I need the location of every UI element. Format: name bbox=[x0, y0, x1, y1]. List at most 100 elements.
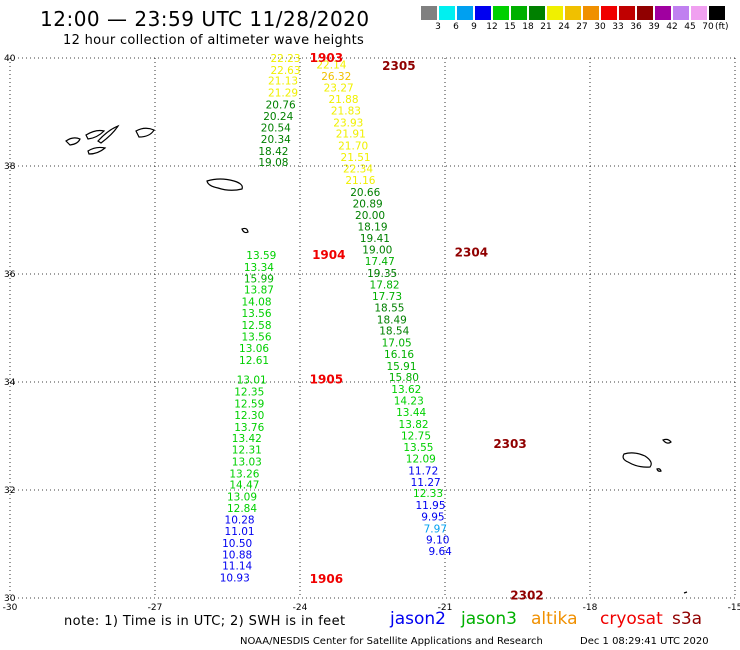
swh-value: 12.09 bbox=[406, 454, 436, 466]
swh-value: 13.42 bbox=[232, 433, 262, 445]
swh-value: 17.82 bbox=[370, 279, 400, 291]
swh-value: 13.59 bbox=[246, 250, 276, 262]
swh-value: 18.19 bbox=[357, 221, 387, 233]
swh-value: 20.89 bbox=[353, 198, 383, 210]
swh-value: 20.54 bbox=[261, 123, 291, 135]
swh-value: 13.76 bbox=[234, 422, 264, 434]
lat-tick-label: 38 bbox=[4, 162, 16, 172]
swh-value: 21.51 bbox=[341, 152, 371, 164]
color-scale-label: 70 bbox=[702, 22, 714, 32]
swh-value: 11.95 bbox=[415, 500, 445, 512]
swh-value: 13.34 bbox=[244, 262, 274, 274]
swh-value: 15.91 bbox=[386, 361, 416, 373]
pass-time-label: 1904 bbox=[312, 248, 345, 262]
island-outline bbox=[622, 452, 652, 468]
color-swatch bbox=[565, 6, 581, 20]
swh-value: 13.55 bbox=[403, 442, 433, 454]
lon-tick-label: -15 bbox=[728, 603, 740, 613]
pass-time-label: 2305 bbox=[382, 59, 415, 73]
swh-value: 13.01 bbox=[237, 374, 267, 386]
swh-value: 11.27 bbox=[411, 477, 441, 489]
track-1903: 22.2322.6321.1321.2920.7620.2420.5420.34… bbox=[258, 53, 300, 169]
color-scale-label: 9 bbox=[471, 22, 477, 32]
color-scale-label: 18 bbox=[522, 22, 534, 32]
color-swatch bbox=[475, 6, 491, 20]
island-outline bbox=[87, 146, 107, 155]
swh-value: 12.61 bbox=[239, 355, 269, 367]
swh-value: 12.33 bbox=[413, 488, 443, 500]
swh-value: 18.49 bbox=[377, 314, 407, 326]
color-swatch bbox=[619, 6, 635, 20]
swh-value: 22.34 bbox=[343, 164, 373, 176]
island-outline bbox=[683, 591, 688, 594]
note-text: note: 1) Time is in UTC; 2) SWH is in fe… bbox=[64, 614, 346, 629]
swh-value: 13.06 bbox=[239, 343, 269, 355]
swh-value: 20.00 bbox=[355, 210, 385, 222]
satellite-name-altika: altika bbox=[531, 609, 578, 629]
swh-value: 17.05 bbox=[382, 338, 412, 350]
color-scale-label: 12 bbox=[486, 22, 498, 32]
pass-time-label: 2302 bbox=[510, 588, 543, 602]
lat-tick-label: 36 bbox=[4, 270, 16, 280]
lon-tick-label: -21 bbox=[438, 603, 453, 613]
swh-value: 26.32 bbox=[321, 71, 351, 83]
credit-footer: NOAA/NESDIS Center for Satellite Applica… bbox=[240, 636, 543, 647]
color-scale-label: 24 bbox=[558, 22, 570, 32]
swh-value: 22.14 bbox=[316, 59, 346, 71]
color-swatch bbox=[601, 6, 617, 20]
color-scale-label: 39 bbox=[648, 22, 660, 32]
swh-value: 13.56 bbox=[241, 308, 271, 320]
swh-value: 23.27 bbox=[324, 83, 354, 95]
swh-value: 14.23 bbox=[394, 395, 424, 407]
swh-value: 19.41 bbox=[360, 233, 390, 245]
swh-value: 12.31 bbox=[232, 445, 262, 457]
color-scale-label: 3 bbox=[435, 22, 441, 32]
map-title: 12:00 — 23:59 UTC 11/28/2020 bbox=[40, 7, 370, 31]
track-1905: 13.0112.3512.5912.3013.7613.4212.3113.03… bbox=[227, 374, 267, 515]
satellite-name-s3a: s3a bbox=[672, 609, 703, 629]
lat-lon-grid bbox=[9, 57, 736, 599]
swh-value: 21.29 bbox=[268, 88, 298, 100]
island-outline bbox=[65, 137, 81, 146]
pass-time-labels: 1903 2305 1904 2304 1905 2303 1906 2302 bbox=[310, 51, 544, 602]
track-2304: 19.0017.4719.3517.8217.7318.5518.4918.54… bbox=[362, 245, 426, 420]
color-swatch bbox=[529, 6, 545, 20]
color-swatch bbox=[655, 6, 671, 20]
lat-tick-label: 30 bbox=[4, 594, 16, 604]
island-outline bbox=[97, 124, 120, 144]
satellite-name-cryosat: cryosat bbox=[600, 609, 663, 629]
swh-value: 20.66 bbox=[350, 187, 380, 199]
color-scale-label: 42 bbox=[666, 22, 678, 32]
track-1904: 13.5913.3415.9913.8714.0813.5612.5813.56… bbox=[239, 250, 276, 367]
color-scale-label: 15 bbox=[504, 22, 516, 32]
color-swatch bbox=[673, 6, 689, 20]
lat-tick-label: 34 bbox=[4, 378, 16, 388]
swh-track-values: 22.2322.6321.1321.2920.7620.2420.5420.34… bbox=[220, 53, 452, 584]
color-scale-label: 45 bbox=[684, 22, 696, 32]
axis-tick-labels: -30 -27 -24 -21 -18 -15 30 32 34 36 38 40 bbox=[3, 54, 740, 613]
swh-value: 19.00 bbox=[362, 245, 392, 257]
pass-time-label: 2303 bbox=[493, 437, 526, 451]
color-scale-label: 27 bbox=[576, 22, 588, 32]
track-2305: 22.1426.3223.2721.8821.8323.9321.9121.70… bbox=[316, 59, 390, 244]
swh-value: 13.03 bbox=[232, 456, 262, 468]
pass-time-label: 1905 bbox=[310, 372, 343, 386]
swh-value: 20.76 bbox=[266, 99, 296, 111]
swh-value: 13.26 bbox=[229, 468, 259, 480]
color-scale-label: 30 bbox=[594, 22, 606, 32]
swh-value: 21.70 bbox=[338, 140, 368, 152]
swh-value: 14.47 bbox=[229, 480, 259, 492]
swh-value: 21.16 bbox=[345, 175, 375, 187]
swh-value: 12.84 bbox=[227, 503, 257, 515]
island-outline bbox=[135, 127, 155, 138]
color-scale-label: 21 bbox=[540, 22, 552, 32]
island-outline bbox=[206, 178, 243, 191]
swh-value: 17.47 bbox=[365, 256, 395, 268]
swh-value: 9.64 bbox=[428, 546, 452, 558]
island-outline bbox=[85, 129, 106, 140]
swh-value: 12.30 bbox=[234, 410, 264, 422]
color-scale-label: 33 bbox=[612, 22, 624, 32]
